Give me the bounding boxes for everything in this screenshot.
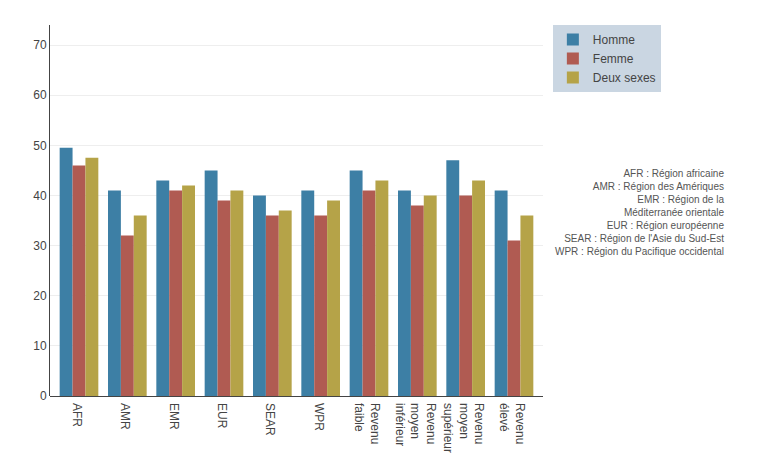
svg-text:Homme: Homme — [593, 33, 635, 47]
svg-text:SEAR: SEAR — [263, 403, 277, 436]
svg-text:0: 0 — [40, 389, 47, 403]
svg-text:AFR: AFR — [70, 403, 84, 427]
svg-text:AMR: AMR — [118, 403, 132, 430]
svg-text:Femme: Femme — [593, 52, 634, 66]
svg-text:Revenumoyensupérieur: Revenumoyensupérieur — [441, 403, 486, 453]
svg-text:Deux sexes: Deux sexes — [593, 71, 656, 85]
svg-text:10: 10 — [33, 339, 47, 353]
svg-text:AFR : Région africaineAMR : Ré: AFR : Région africaineAMR : Région des A… — [555, 168, 724, 257]
svg-text:70: 70 — [33, 38, 47, 52]
svg-text:EUR: EUR — [215, 403, 229, 429]
svg-text:Revenufaible: Revenufaible — [352, 403, 382, 444]
svg-text:60: 60 — [33, 88, 47, 102]
svg-text:Revenuélevé: Revenuélevé — [497, 403, 527, 444]
svg-text:EMR: EMR — [167, 403, 181, 430]
svg-text:WPR: WPR — [312, 403, 326, 431]
svg-text:20: 20 — [33, 289, 47, 303]
svg-text:40: 40 — [33, 189, 47, 203]
svg-text:Revenumoyeninférieur: Revenumoyeninférieur — [393, 403, 438, 446]
svg-text:30: 30 — [33, 239, 47, 253]
svg-text:50: 50 — [33, 139, 47, 153]
